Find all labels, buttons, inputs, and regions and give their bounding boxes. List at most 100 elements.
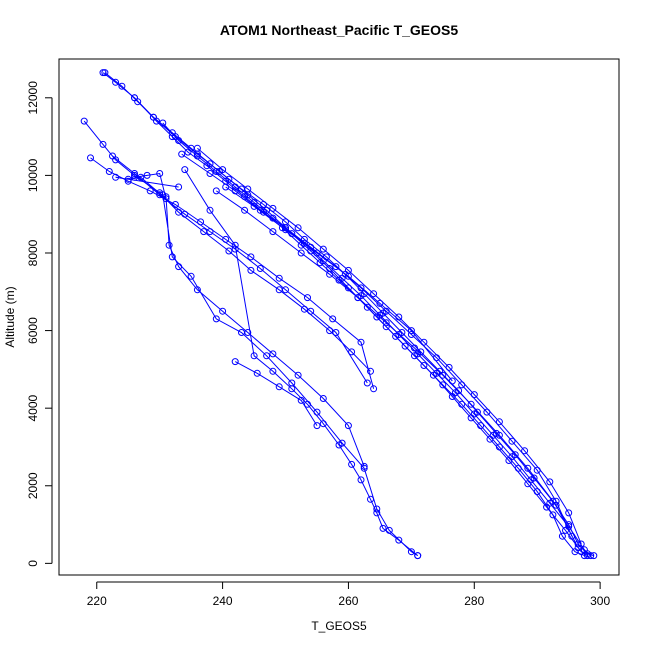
data-point (231, 183, 239, 191)
data-point (407, 548, 415, 556)
series-line (115, 172, 179, 201)
data-point (370, 385, 378, 393)
data-point (417, 348, 425, 356)
data-point (187, 272, 195, 280)
data-point (178, 150, 186, 158)
data-point (307, 307, 315, 315)
data-point (256, 206, 264, 214)
data-point (382, 319, 390, 327)
data-point (165, 241, 173, 249)
data-point (562, 526, 569, 534)
series-line (216, 190, 579, 549)
data-point (319, 420, 327, 428)
y-axis: 0 2000 4000 6000 8000 10000 12000 (26, 81, 53, 567)
data-point (467, 400, 475, 408)
data-point (294, 371, 302, 379)
data-point (193, 144, 201, 152)
data-point (495, 418, 503, 426)
series-line (102, 72, 588, 557)
data-point (354, 294, 362, 302)
data-point (297, 249, 305, 257)
data-point (357, 476, 365, 484)
data-point (206, 206, 214, 214)
data-point (448, 393, 456, 400)
data-point (411, 344, 418, 352)
data-point (219, 166, 227, 174)
y-tick-label: 0 (26, 560, 40, 567)
data-point (184, 148, 192, 156)
x-tick-label: 260 (338, 594, 358, 608)
series-line (197, 147, 582, 545)
data-point (112, 173, 120, 181)
data-point (222, 183, 230, 191)
data-point (99, 69, 107, 77)
data-point (99, 140, 107, 148)
data-point (395, 536, 403, 544)
data-point (514, 464, 522, 472)
series-7 (212, 187, 582, 552)
data-point (574, 544, 582, 552)
data-point (367, 495, 374, 503)
data-point (439, 371, 447, 379)
data-point (458, 400, 466, 408)
series-9 (80, 117, 374, 375)
data-point (392, 332, 400, 340)
series-8 (222, 183, 456, 385)
data-point (363, 379, 371, 387)
data-point (373, 509, 381, 517)
data-point (181, 166, 189, 174)
series-14 (181, 166, 422, 560)
data-point (483, 408, 491, 416)
data-point (175, 183, 183, 191)
data-point (304, 400, 311, 408)
data-point (288, 385, 296, 393)
data-point (511, 451, 519, 459)
data-point (231, 358, 239, 366)
data-point (212, 315, 220, 323)
data-point (357, 338, 365, 346)
data-point (101, 69, 109, 77)
x-tick-label: 220 (87, 594, 107, 608)
data-point (348, 348, 356, 356)
series-line (90, 157, 375, 389)
data-point (156, 191, 164, 199)
data-point (304, 294, 311, 302)
data-point (294, 224, 302, 232)
data-point (382, 323, 390, 331)
data-point (495, 431, 503, 439)
data-point (495, 443, 503, 451)
data-point (332, 329, 340, 336)
data-point (348, 460, 356, 468)
y-tick-label: 6000 (26, 317, 40, 344)
data-point (344, 422, 352, 430)
data-point (156, 170, 164, 177)
data-point (149, 113, 157, 121)
data-point (87, 154, 94, 162)
data-point (360, 464, 368, 472)
x-tick-label: 280 (464, 594, 484, 608)
data-point (275, 383, 283, 391)
data-point (363, 303, 371, 311)
data-point (335, 441, 343, 449)
data-point (124, 177, 132, 185)
data-point (533, 466, 541, 474)
data-point (477, 422, 485, 430)
x-tick-label: 300 (590, 594, 610, 608)
data-point (565, 509, 573, 517)
y-axis-label: Altitude (m) (3, 286, 17, 347)
x-axis-label: T_GEOS5 (311, 619, 367, 633)
data-point (332, 263, 340, 271)
chart-title: ATOM1 Northeast_Pacific T_GEOS5 (220, 22, 459, 38)
data-point (282, 286, 289, 294)
data-point (181, 210, 189, 218)
data-point (429, 371, 437, 379)
data-point (118, 82, 126, 90)
data-point (112, 78, 120, 86)
plot-series (80, 69, 598, 560)
data-point (439, 381, 447, 389)
data-point (458, 381, 466, 389)
data-point (414, 552, 422, 560)
data-point (357, 284, 365, 292)
